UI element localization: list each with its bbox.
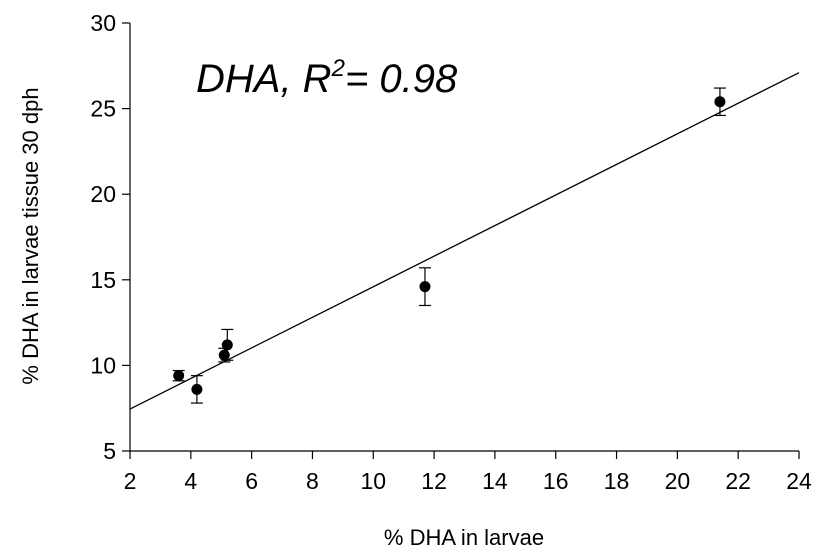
data-point bbox=[218, 349, 230, 361]
y-tick-label: 25 bbox=[90, 96, 116, 122]
x-tick-label: 22 bbox=[725, 468, 751, 494]
data-point bbox=[419, 281, 431, 293]
data-points bbox=[172, 87, 726, 404]
data-point bbox=[714, 96, 726, 108]
x-tick-label: 8 bbox=[306, 468, 319, 494]
x-tick-label: 16 bbox=[543, 468, 569, 494]
x-tick-label: 14 bbox=[482, 468, 508, 494]
y-tick-label: 15 bbox=[90, 267, 116, 293]
x-tick-label: 12 bbox=[421, 468, 447, 494]
x-tick-label: 24 bbox=[786, 468, 812, 494]
x-tick-label: 6 bbox=[245, 468, 258, 494]
y-tick-label: 5 bbox=[103, 438, 116, 464]
data-point bbox=[173, 370, 185, 382]
y-tick-label: 10 bbox=[90, 352, 116, 378]
annotation-superscript: 2 bbox=[331, 55, 345, 82]
data-point bbox=[191, 383, 203, 395]
data-point bbox=[221, 339, 233, 351]
y-tick-label: 30 bbox=[90, 10, 116, 36]
y-tick-label: 20 bbox=[90, 181, 116, 207]
x-tick-label: 10 bbox=[360, 468, 386, 494]
annotation-prefix: DHA, R bbox=[196, 57, 332, 101]
trendline bbox=[129, 72, 800, 410]
x-tick-label: 20 bbox=[665, 468, 691, 494]
axes bbox=[129, 23, 799, 452]
r-squared-annotation: DHA, R2= 0.98 bbox=[196, 55, 458, 101]
x-tick-label: 4 bbox=[184, 468, 197, 494]
y-axis-title: % DHA in larvae tissue 30 dph bbox=[18, 87, 43, 384]
x-axis-title: % DHA in larvae bbox=[384, 525, 544, 550]
annotation-suffix: = 0.98 bbox=[345, 57, 458, 101]
x-tick-label: 2 bbox=[124, 468, 137, 494]
trendline-group bbox=[129, 72, 800, 410]
x-tick-label: 18 bbox=[604, 468, 630, 494]
